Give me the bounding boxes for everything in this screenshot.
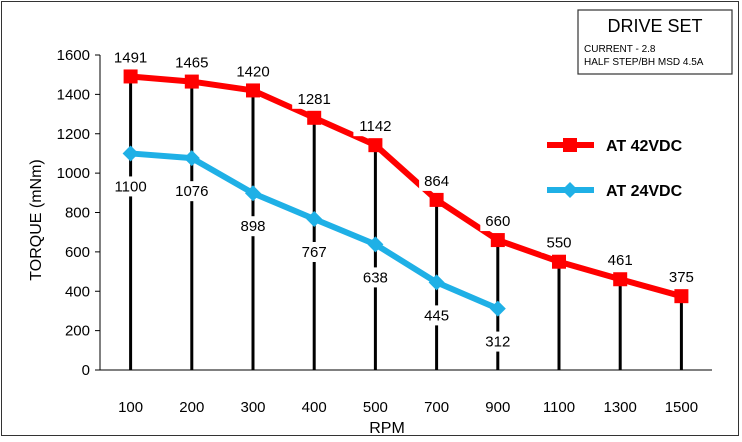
data-point-24vdc bbox=[245, 185, 261, 202]
data-label-bg bbox=[419, 170, 455, 191]
x-tick-label: 1500 bbox=[665, 399, 698, 416]
y-tick-label: 400 bbox=[65, 283, 90, 300]
x-tick-label: 300 bbox=[240, 399, 265, 416]
legend-label-24vdc: AT 24VDC bbox=[606, 183, 683, 200]
y-axis-title: TORQUE (mNm) bbox=[28, 159, 45, 280]
data-label-42vdc: 375 bbox=[669, 269, 694, 286]
x-axis-title: RPM bbox=[369, 420, 405, 437]
data-point-42vdc bbox=[123, 69, 138, 84]
x-tick-label: 700 bbox=[424, 399, 449, 416]
y-tick-labels: 0 200 400 600 800 1000 1200 1400 1600 bbox=[57, 47, 100, 379]
data-point-24vdc bbox=[367, 236, 384, 253]
data-label-bg bbox=[108, 176, 153, 197]
data-label-bg bbox=[108, 47, 153, 68]
data-point-24vdc bbox=[428, 274, 445, 291]
info-box-step: HALF STEP/BH MSD 4.5A bbox=[584, 57, 704, 68]
data-label-bg bbox=[480, 331, 516, 352]
legend-marker-24vdc bbox=[562, 182, 578, 198]
y-tick-label: 0 bbox=[82, 362, 90, 379]
data-point-42vdc bbox=[246, 83, 260, 98]
data-label-42vdc: 550 bbox=[546, 235, 571, 252]
data-label-24vdc: 767 bbox=[302, 244, 327, 261]
info-box-title: DRIVE SET bbox=[607, 16, 702, 36]
data-label-42vdc: 1465 bbox=[175, 55, 208, 72]
data-labels: 1491 1465 1420 1281 1142 864 660 550 461 375 1100 1… bbox=[108, 47, 699, 352]
info-box-border bbox=[577, 9, 733, 75]
x-tick-label: 1300 bbox=[604, 399, 637, 416]
y-tick-label: 1400 bbox=[57, 86, 90, 103]
legend-label-42vdc: AT 42VDC bbox=[606, 138, 683, 155]
data-label-bg bbox=[231, 61, 275, 82]
y-tick-label: 200 bbox=[65, 323, 90, 340]
legend-marker-42vdc bbox=[563, 138, 577, 152]
data-point-24vdc bbox=[122, 145, 139, 162]
data-label-bg bbox=[541, 232, 577, 253]
data-label-bg bbox=[169, 181, 214, 202]
x-tick-labels: 100 200 300 400 500 700 900 1100 1300 1500 bbox=[118, 399, 698, 416]
data-label-bg bbox=[292, 88, 337, 109]
data-label-24vdc: 445 bbox=[424, 307, 449, 324]
x-tick-label: 900 bbox=[485, 399, 510, 416]
x-tick-label: 400 bbox=[302, 399, 327, 416]
data-label-42vdc: 1281 bbox=[298, 91, 331, 108]
x-tick-label: 500 bbox=[363, 399, 388, 416]
y-tick-label: 600 bbox=[65, 244, 90, 261]
data-point-24vdc bbox=[489, 300, 506, 317]
series-lines bbox=[122, 69, 689, 317]
data-label-bg bbox=[353, 116, 398, 137]
data-label-24vdc: 898 bbox=[240, 218, 265, 235]
data-label-bg bbox=[235, 216, 271, 237]
data-label-bg bbox=[419, 305, 455, 326]
data-point-42vdc bbox=[307, 110, 322, 125]
y-tick-label: 1200 bbox=[57, 126, 90, 143]
data-point-42vdc bbox=[368, 138, 383, 153]
x-tick-label: 200 bbox=[179, 399, 204, 416]
y-tick-label: 800 bbox=[65, 205, 90, 222]
data-label-bg bbox=[169, 52, 214, 73]
data-label-24vdc: 1076 bbox=[175, 183, 208, 200]
torque-curve-chart: 0 200 400 600 800 1000 1200 1400 1600 100 200 300 4… bbox=[28, 9, 733, 437]
series-line-42vdc bbox=[130, 73, 683, 300]
data-label-24vdc: 1100 bbox=[114, 178, 146, 195]
data-label-bg bbox=[296, 241, 332, 262]
data-label-bg bbox=[480, 211, 516, 232]
data-label-42vdc: 864 bbox=[424, 173, 449, 190]
data-label-bg bbox=[663, 267, 699, 288]
data-label-42vdc: 1491 bbox=[114, 49, 147, 66]
data-point-42vdc bbox=[552, 254, 566, 269]
legend: AT 42VDC AT 24VDC bbox=[547, 138, 683, 200]
info-box-current: CURRENT - 2.8 bbox=[584, 44, 656, 55]
data-point-42vdc bbox=[184, 74, 199, 89]
data-point-42vdc bbox=[429, 192, 444, 207]
data-label-42vdc: 1142 bbox=[359, 118, 391, 135]
info-box: DRIVE SET CURRENT - 2.8 HALF STEP/BH MSD… bbox=[577, 9, 733, 75]
data-label-bg bbox=[602, 250, 638, 271]
drop-lines bbox=[129, 76, 683, 370]
x-tick-label: 1100 bbox=[543, 399, 575, 416]
data-point-42vdc bbox=[490, 233, 505, 248]
data-point-42vdc bbox=[613, 272, 628, 287]
data-label-bg bbox=[357, 267, 393, 288]
data-point-24vdc bbox=[183, 150, 200, 167]
y-tick-label: 1600 bbox=[57, 47, 90, 64]
y-tick-label: 1000 bbox=[57, 165, 90, 182]
data-label-24vdc: 638 bbox=[363, 269, 388, 286]
x-tick-label: 100 bbox=[118, 399, 143, 416]
data-label-42vdc: 461 bbox=[608, 252, 633, 269]
data-point-24vdc bbox=[306, 210, 323, 227]
data-point-42vdc bbox=[674, 289, 689, 304]
data-label-42vdc: 1420 bbox=[236, 63, 269, 80]
data-label-42vdc: 660 bbox=[485, 213, 510, 230]
data-label-24vdc: 312 bbox=[485, 334, 510, 351]
